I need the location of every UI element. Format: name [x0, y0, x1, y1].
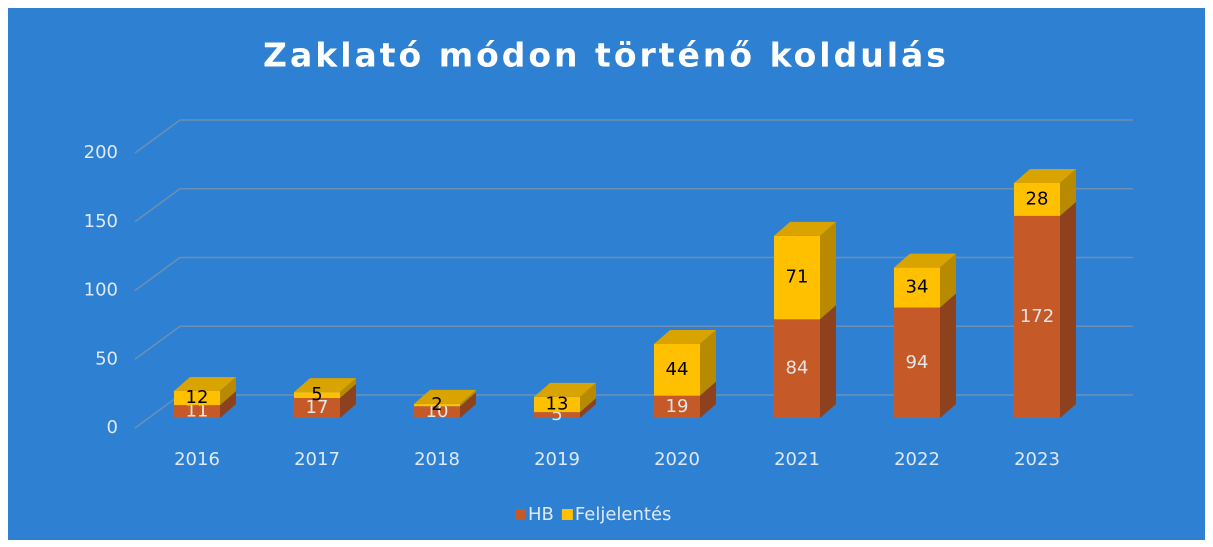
data-label: 2 — [431, 394, 442, 415]
data-label: 94 — [906, 352, 929, 373]
chart-background — [8, 8, 1205, 540]
x-tick-label: 2017 — [294, 449, 340, 470]
bar-side — [220, 391, 236, 418]
bar-top — [294, 378, 356, 393]
data-label: 11 — [186, 401, 209, 422]
bar — [414, 406, 460, 418]
bar-top — [654, 329, 716, 344]
bar-top — [774, 221, 836, 236]
data-label: 5 — [311, 384, 322, 405]
legend-swatch — [561, 509, 573, 520]
data-label: 17 — [306, 397, 329, 418]
data-label: 13 — [546, 393, 569, 414]
data-label: 12 — [186, 387, 209, 408]
x-tick-label: 2019 — [534, 449, 580, 470]
bar-side — [940, 293, 956, 418]
x-tick-label: 2023 — [1014, 449, 1060, 470]
bar-top — [534, 382, 596, 397]
bar — [1014, 183, 1060, 216]
chart-title: Zaklató módon történő koldulás — [263, 36, 949, 75]
bar-side — [580, 382, 596, 413]
y-tick-label: 100 — [84, 280, 118, 301]
bar-side — [1060, 169, 1076, 216]
bar-side — [220, 376, 236, 406]
bar — [294, 398, 340, 418]
bar — [534, 412, 580, 418]
bar-top — [1014, 169, 1076, 183]
y-tick-label: 0 — [107, 417, 118, 438]
y-tick-label: 50 — [95, 348, 118, 369]
x-tick-label: 2016 — [174, 449, 220, 470]
bar — [174, 390, 220, 406]
bar — [1014, 215, 1060, 418]
x-tick-label: 2020 — [654, 449, 700, 470]
bar — [894, 267, 940, 308]
y-tick-label: 150 — [84, 211, 118, 232]
x-tick-label: 2021 — [774, 449, 820, 470]
bar-side — [340, 378, 356, 399]
legend-label: HB — [528, 504, 554, 525]
data-label: 172 — [1020, 306, 1054, 327]
x-tick-label: 2022 — [894, 449, 940, 470]
bar-side — [700, 381, 716, 418]
data-label: 44 — [666, 359, 689, 380]
data-label: 28 — [1026, 188, 1049, 209]
x-tick-label: 2018 — [414, 449, 460, 470]
bar-top — [414, 389, 476, 404]
grid-line — [134, 119, 1133, 154]
bar — [294, 392, 340, 399]
legend-swatch — [515, 509, 526, 520]
bar-side — [700, 329, 716, 396]
data-label: 34 — [906, 277, 929, 298]
grid-line — [134, 188, 1133, 223]
y-tick-label: 200 — [84, 142, 118, 163]
bar-top — [174, 376, 236, 391]
bar-side — [340, 384, 356, 418]
data-label: 71 — [786, 267, 809, 288]
bar — [534, 396, 580, 413]
data-label: 10 — [426, 401, 449, 422]
bar-side — [580, 398, 596, 418]
bar — [774, 235, 820, 320]
bar — [174, 405, 220, 418]
bar — [654, 395, 700, 418]
bar — [774, 319, 820, 418]
legend-label: Feljelentés — [575, 504, 672, 525]
bar — [894, 307, 940, 418]
bar-side — [820, 221, 836, 320]
bar-side — [820, 305, 836, 418]
bar — [654, 343, 700, 396]
bar-top — [894, 253, 956, 268]
bar-side — [460, 392, 476, 418]
bar-side — [1060, 201, 1076, 418]
bar-side — [460, 389, 476, 407]
bar — [414, 403, 460, 407]
data-label: 84 — [786, 358, 809, 379]
data-label: 5 — [551, 404, 562, 425]
data-label: 19 — [666, 396, 689, 417]
bar-side — [940, 253, 956, 308]
